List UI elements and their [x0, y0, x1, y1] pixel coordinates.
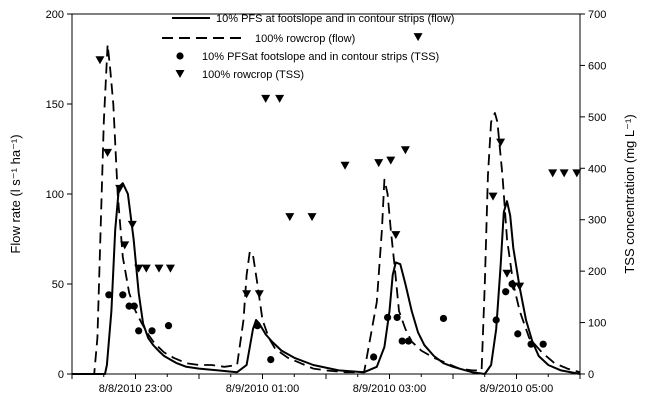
data-point-3 [275, 94, 285, 103]
data-point-2 [370, 353, 378, 361]
legend-label-2: 10% PFSat footslope and in contour strip… [202, 51, 439, 63]
data-point-2 [527, 340, 535, 348]
data-point-2 [125, 302, 133, 310]
y2-tick-label: 200 [588, 266, 606, 278]
legend: 10% PFS at footslope and in contour stri… [162, 13, 454, 81]
legend-label-0: 10% PFS at footslope and in contour stri… [216, 13, 454, 25]
data-point-2 [439, 314, 448, 323]
data-point-2 [502, 288, 510, 296]
series-line-0 [72, 182, 581, 375]
data-point-3 [242, 290, 252, 299]
data-point-3 [141, 264, 151, 273]
data-point-3 [127, 220, 137, 229]
plot-frame [71, 13, 581, 375]
data-point-3 [386, 156, 396, 165]
data-point-3 [285, 213, 295, 222]
x-tick-label: 8/9/2010 01:00 [226, 383, 299, 395]
y-tick-label: 200 [46, 9, 64, 21]
legend-label-3: 100% rowcrop (TSS) [202, 69, 304, 81]
x-tick-label: 8/8/2010 23:00 [99, 383, 172, 395]
data-point-3 [134, 264, 144, 273]
data-point-3 [340, 161, 350, 170]
data-point-3 [103, 148, 113, 157]
data-point-3 [496, 138, 506, 147]
data-point-3 [548, 169, 558, 178]
y2-tick-label: 100 [588, 318, 606, 330]
series-layer [72, 33, 582, 375]
data-point-2 [105, 291, 113, 299]
y2-tick-label: 300 [588, 215, 606, 227]
data-point-3 [261, 94, 271, 103]
y2-tick-label: 700 [588, 9, 606, 21]
data-point-3 [120, 241, 130, 250]
data-point-3 [572, 169, 582, 178]
data-point-3 [374, 159, 384, 168]
data-point-2 [404, 337, 413, 345]
data-point-2 [130, 302, 138, 310]
data-point-3 [400, 146, 410, 155]
data-point-2 [164, 322, 173, 330]
y2-tick-label: 0 [588, 369, 594, 381]
data-point-2 [253, 322, 262, 330]
data-point-3 [307, 213, 317, 222]
data-point-2 [267, 356, 275, 364]
data-point-3 [254, 290, 264, 299]
data-point-3 [515, 282, 525, 291]
data-point-2 [148, 327, 156, 335]
axes-layer: 0 50 100 150 200 0 100 200 300 400 500 600 700 8/8/20… [46, 9, 607, 395]
y-tick-label: 150 [46, 99, 64, 111]
y-tick-label: 0 [58, 369, 64, 381]
data-point-2 [514, 330, 522, 338]
data-point-3 [488, 192, 498, 201]
x-tick-label: 8/9/2010 03:00 [353, 383, 426, 395]
data-point-3 [154, 264, 164, 273]
data-point-2 [539, 340, 547, 348]
y-axis-title: Flow rate (l s⁻¹ ha⁻¹) [8, 134, 23, 253]
data-point-2 [492, 316, 500, 324]
x-tick-label: 8/9/2010 05:00 [480, 383, 553, 395]
data-point-3 [165, 264, 175, 273]
y-tick-label: 50 [52, 279, 64, 291]
legend-label-1: 100% rowcrop (flow) [255, 33, 355, 45]
data-point-3 [95, 56, 105, 65]
y2-tick-label: 500 [588, 112, 606, 124]
data-point-3 [559, 169, 569, 178]
data-point-2 [119, 291, 127, 299]
data-point-3 [115, 184, 125, 193]
legend-swatch-2 [176, 52, 184, 60]
y2-tick-label: 400 [588, 163, 606, 175]
y2-tick-label: 600 [588, 60, 606, 72]
data-point-2 [393, 313, 401, 322]
y-tick-label: 100 [46, 189, 64, 201]
data-point-3 [413, 33, 423, 42]
data-point-2 [135, 327, 143, 335]
data-point-2 [398, 337, 406, 345]
legend-swatch-3 [175, 70, 185, 78]
data-point-2 [383, 313, 392, 322]
data-point-3 [391, 231, 401, 240]
data-point-3 [508, 282, 518, 291]
y2-axis-title: TSS concentration (mg L⁻¹) [622, 114, 637, 273]
data-point-3 [502, 269, 512, 278]
